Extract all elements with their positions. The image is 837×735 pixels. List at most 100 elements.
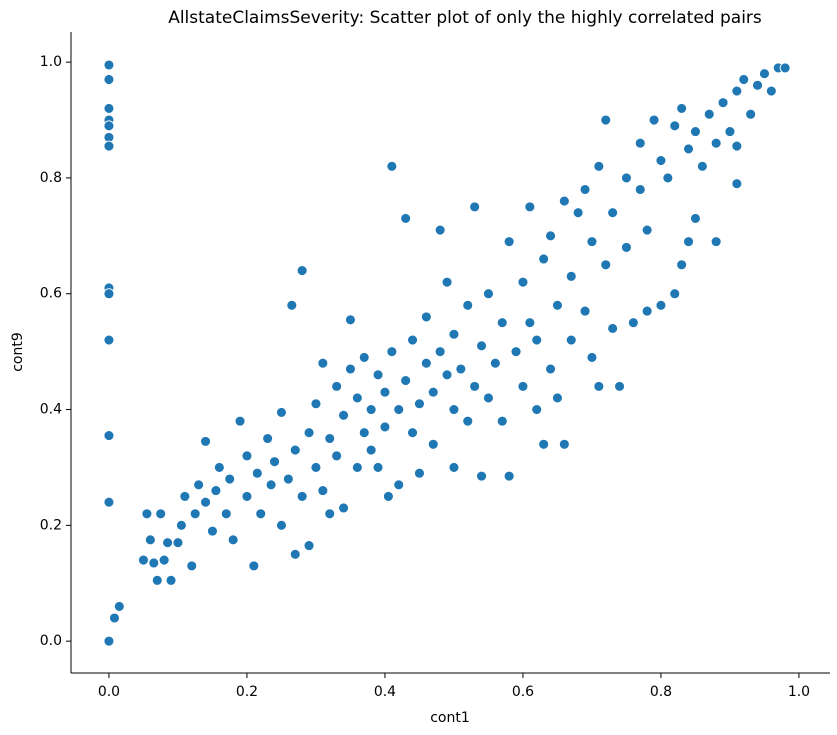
- point: [103, 102, 115, 114]
- point: [407, 427, 418, 439]
- point: [338, 409, 349, 421]
- chart-title: AllstateClaimsSeverity: Scatter plot of …: [168, 8, 762, 28]
- point: [448, 461, 460, 473]
- point: [414, 398, 425, 410]
- point: [393, 479, 405, 491]
- point: [476, 340, 487, 352]
- point: [600, 259, 612, 271]
- point: [483, 392, 494, 404]
- point: [420, 357, 432, 369]
- point: [434, 224, 446, 236]
- point: [103, 140, 115, 152]
- point: [552, 392, 563, 404]
- point: [331, 380, 343, 392]
- point: [317, 357, 329, 369]
- point: [200, 435, 212, 447]
- point: [496, 415, 508, 427]
- point: [745, 108, 757, 120]
- point: [683, 236, 694, 248]
- point: [296, 490, 308, 502]
- point: [710, 137, 722, 149]
- point: [282, 473, 294, 485]
- point: [137, 554, 149, 566]
- point: [358, 351, 370, 363]
- point: [379, 386, 391, 398]
- point: [676, 259, 688, 271]
- point: [382, 490, 394, 502]
- point: [496, 317, 508, 329]
- point: [558, 438, 570, 450]
- point: [317, 485, 329, 497]
- point: [731, 178, 743, 190]
- point: [141, 508, 153, 520]
- point: [365, 444, 377, 456]
- point: [593, 380, 605, 392]
- point: [103, 74, 115, 85]
- point: [572, 207, 584, 219]
- point: [607, 207, 619, 219]
- point: [634, 137, 646, 149]
- point: [545, 230, 556, 242]
- point: [586, 351, 598, 363]
- point: [303, 540, 315, 552]
- point: [193, 479, 205, 491]
- point: [345, 314, 356, 326]
- point: [483, 288, 494, 300]
- point: [289, 444, 301, 456]
- point: [393, 404, 405, 415]
- x-tick-label: 0.6: [512, 684, 534, 700]
- point: [634, 184, 646, 195]
- point: [690, 213, 701, 224]
- point: [648, 114, 660, 126]
- point: [220, 508, 232, 520]
- point: [372, 461, 384, 473]
- point: [414, 467, 425, 479]
- point: [113, 600, 125, 612]
- point: [269, 456, 280, 468]
- point: [179, 490, 191, 502]
- point: [407, 334, 418, 346]
- point: [517, 380, 529, 392]
- x-tick-label: 0.2: [236, 684, 258, 700]
- point: [710, 236, 722, 248]
- point: [200, 496, 212, 508]
- point: [241, 450, 253, 462]
- point: [545, 363, 556, 375]
- point: [531, 404, 543, 415]
- point: [345, 363, 356, 375]
- y-tick-label: 0.6: [40, 286, 62, 302]
- point: [420, 311, 432, 323]
- point: [586, 236, 598, 248]
- point: [400, 375, 412, 387]
- y-tick-label: 0.0: [40, 633, 62, 649]
- point: [331, 450, 343, 462]
- point: [151, 574, 163, 586]
- point: [386, 160, 398, 172]
- point: [441, 276, 453, 288]
- point: [324, 433, 336, 444]
- point: [324, 508, 336, 520]
- point: [696, 160, 708, 172]
- point: [462, 415, 474, 427]
- y-tick-label: 1.0: [40, 54, 62, 70]
- point: [538, 438, 550, 450]
- point: [489, 357, 501, 369]
- point: [759, 68, 770, 80]
- point: [103, 334, 115, 346]
- point: [476, 470, 487, 482]
- point: [579, 305, 591, 317]
- point: [669, 288, 681, 300]
- point: [365, 404, 377, 415]
- point: [172, 537, 184, 549]
- point: [224, 473, 236, 485]
- point: [189, 508, 201, 520]
- point: [531, 334, 543, 346]
- point: [462, 299, 474, 311]
- point: [248, 560, 260, 572]
- point: [538, 253, 550, 265]
- point: [441, 369, 453, 381]
- point: [614, 380, 625, 392]
- point: [593, 160, 605, 172]
- y-tick-label: 0.8: [40, 170, 62, 186]
- point: [752, 79, 763, 91]
